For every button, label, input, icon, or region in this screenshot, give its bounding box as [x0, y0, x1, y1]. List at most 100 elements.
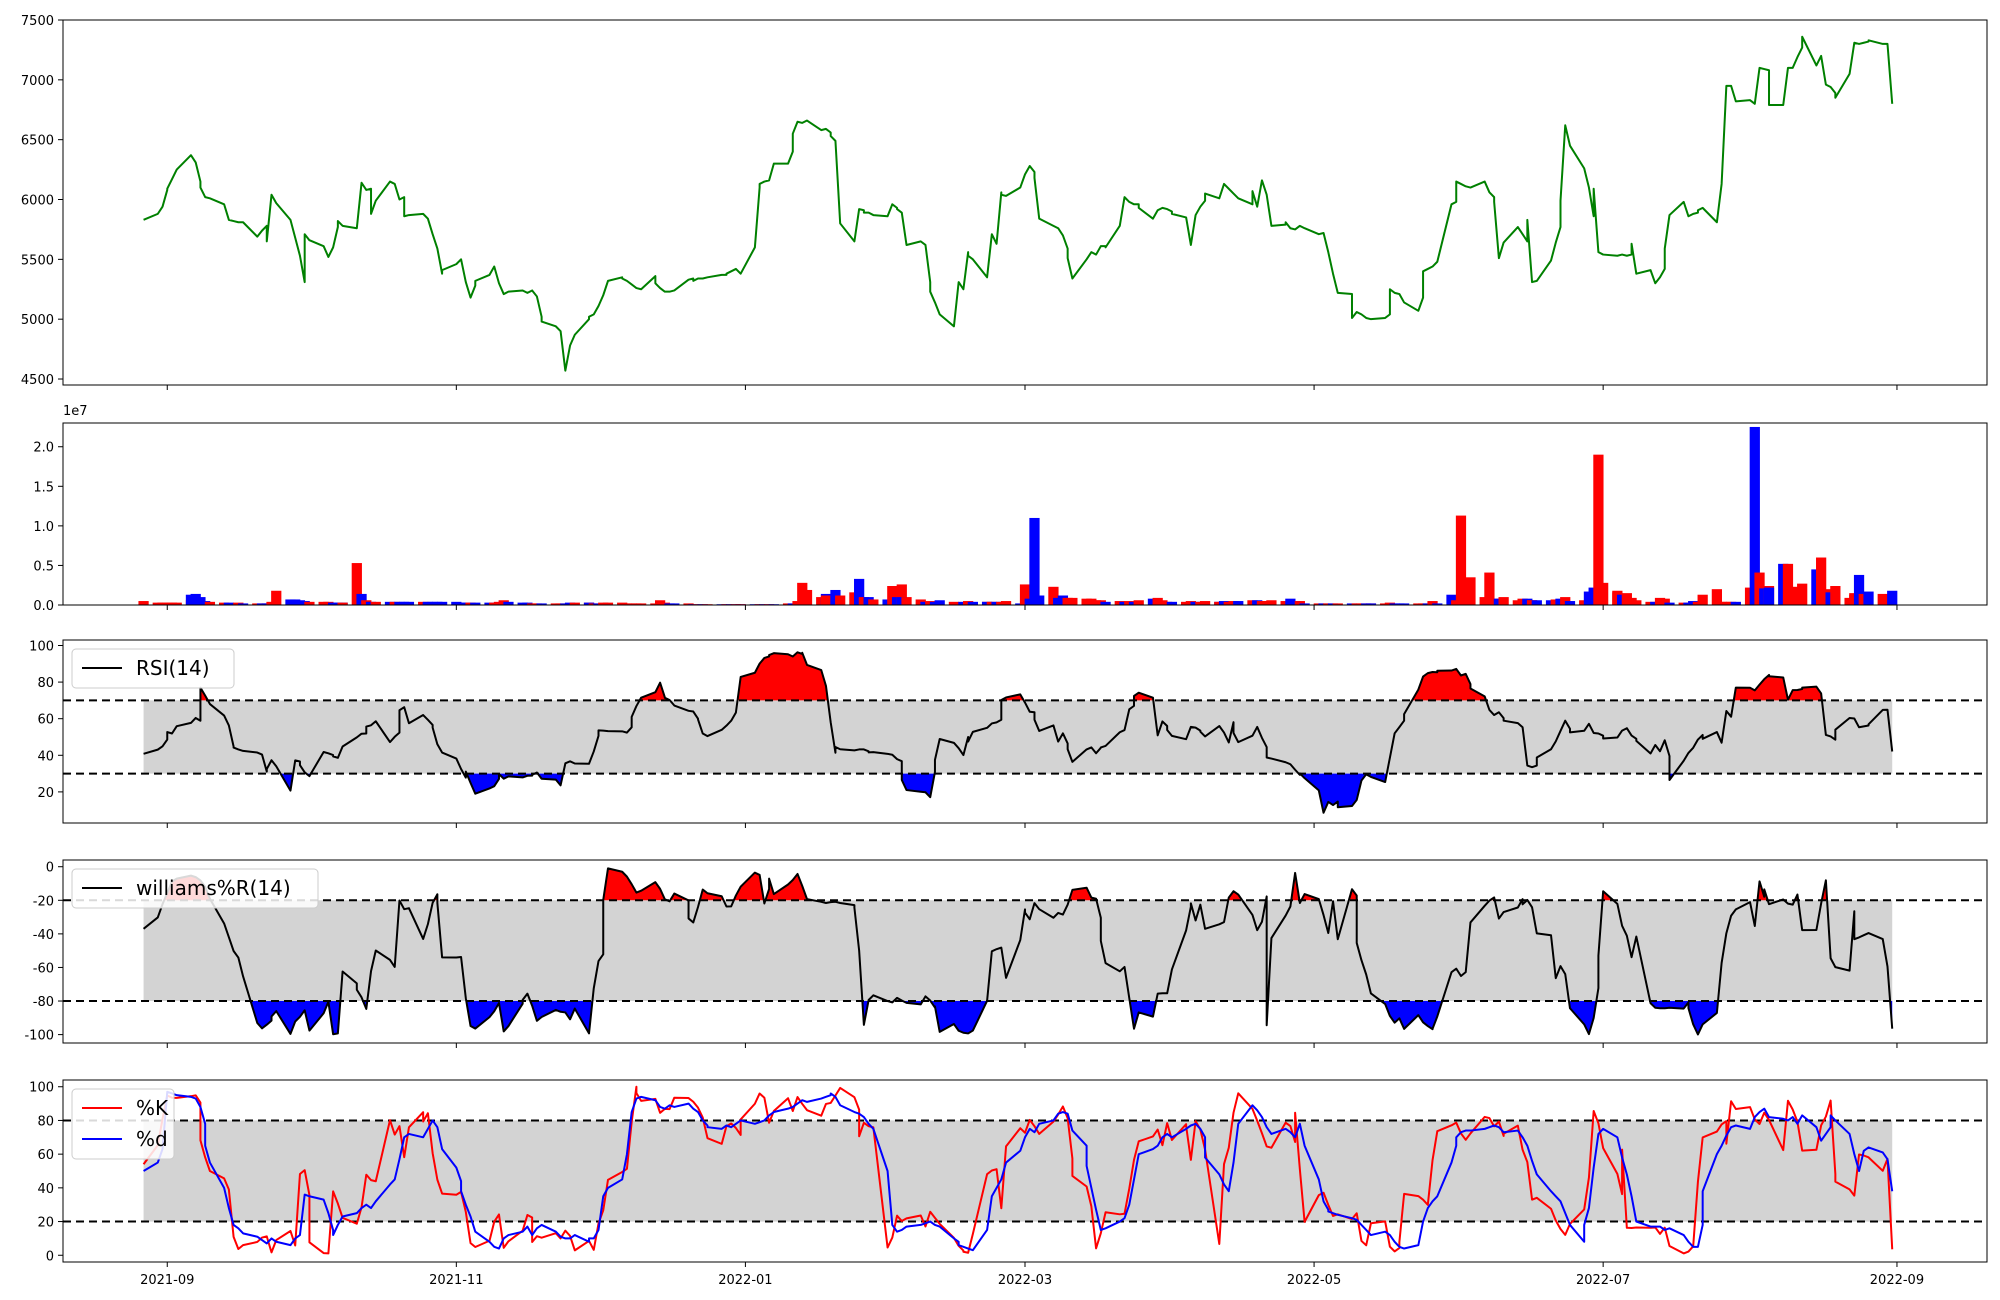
volume-bar — [1067, 597, 1078, 605]
rsi-ytick-label: 20 — [37, 786, 54, 801]
rsi-line — [143, 651, 1894, 814]
stochastic-ytick-label: 80 — [37, 1114, 54, 1129]
williams-line — [142, 867, 1894, 1036]
price-ytick-label: 7000 — [21, 74, 54, 89]
volume-bar — [356, 593, 367, 605]
volume-bar — [304, 601, 315, 605]
stochastic-line-k — [142, 1085, 1894, 1255]
volume-bar — [436, 601, 448, 605]
price-panel: 4500 5000 5500 6000 6500 7000 7500 — [21, 14, 1988, 388]
volume-bar — [1598, 582, 1609, 605]
volume-bar — [1863, 591, 1874, 605]
volume-bar — [370, 601, 381, 605]
williams-overbought-fill — [733, 872, 764, 901]
volume-bar — [351, 563, 362, 605]
rsi-overbought-fill — [1412, 668, 1487, 701]
stochastic-legend-box — [71, 1088, 175, 1160]
volume-bar — [1593, 454, 1604, 605]
volume-bar — [271, 590, 282, 605]
volume-bar — [1398, 603, 1410, 605]
volume-bar — [934, 600, 945, 605]
volume-bar — [1830, 586, 1841, 605]
williams-ytick-label: -40 — [33, 928, 54, 943]
volume-bar — [1782, 563, 1794, 605]
volume-bar — [171, 602, 182, 605]
volume-bar — [868, 599, 879, 605]
stochastic-legend-label: %K — [136, 1096, 169, 1120]
volume-bar — [1763, 587, 1775, 605]
stochastic-ytick-label: 40 — [37, 1182, 54, 1197]
volume-bar — [636, 603, 647, 605]
volume-bar — [602, 602, 614, 605]
volume-bar — [1266, 600, 1277, 605]
stochastic-panel: 0 20 40 60 80 100 %K %d — [29, 1079, 1988, 1264]
price-line — [143, 35, 1894, 372]
volume-bar — [337, 602, 348, 605]
volume-scale-label: 1e7 — [63, 404, 88, 419]
stochastic-ytick-label: 0 — [46, 1249, 54, 1264]
volume-bar — [1853, 574, 1865, 605]
volume-bar — [1048, 586, 1059, 605]
williams-legend-label: williams%R(14) — [136, 876, 291, 900]
x-tick-label: 2022-05 — [1287, 1273, 1341, 1288]
volume-bar — [1034, 595, 1045, 605]
volume-bar — [1465, 577, 1476, 605]
volume-panel-frame — [62, 422, 1988, 606]
volume-ytick-label: 1.5 — [33, 480, 54, 495]
williams-overbought-fill — [765, 873, 814, 901]
williams-oversold-fill — [1650, 1001, 1719, 1035]
williams-ytick-label: 0 — [46, 861, 54, 876]
stochastic-legend-label: %d — [136, 1127, 168, 1151]
volume-bar — [470, 602, 481, 605]
volume-ytick-label: 0.0 — [33, 599, 54, 614]
williams-legend-box — [71, 868, 319, 909]
volume-bar — [1233, 601, 1244, 605]
volume-bar — [204, 601, 216, 605]
volume-bar — [1711, 589, 1722, 605]
volume-bar — [536, 603, 547, 605]
volume-bar — [1166, 601, 1178, 605]
williams-overbought-fill — [603, 868, 668, 901]
volume-bar — [901, 597, 912, 605]
rsi-panel: 20 40 60 80 100 RSI(14) — [29, 639, 1988, 824]
williams-ytick-label: -80 — [33, 995, 54, 1010]
volume-bar — [854, 578, 865, 605]
stochastic-ytick-label: 20 — [37, 1216, 54, 1231]
rsi-overbought-fill — [737, 652, 828, 701]
rsi-legend-label: RSI(14) — [136, 656, 210, 680]
price-ytick-label: 7500 — [21, 14, 54, 29]
volume-ytick-label: 1.0 — [33, 520, 54, 535]
price-ytick-label: 5500 — [21, 253, 54, 268]
volume-bar — [1816, 557, 1827, 605]
williams-overbought-fill — [1301, 894, 1320, 901]
volume-bar — [1133, 600, 1144, 605]
volume-bar — [1664, 602, 1675, 605]
volume-bar — [1019, 584, 1031, 605]
volume-panel: 0.0 0.5 1.0 1.5 2.0 1e7 — [33, 404, 1988, 614]
price-ytick-label: 4500 — [21, 373, 54, 388]
williams-ytick-label: -20 — [33, 894, 54, 909]
williams-overbought-fill — [1348, 889, 1357, 901]
rsi-ytick-label: 60 — [37, 713, 54, 728]
volume-bar — [1531, 600, 1542, 605]
stochastic-line-d — [143, 1090, 1894, 1252]
volume-bar — [403, 601, 415, 605]
volume-bar — [1000, 601, 1012, 605]
rsi-oversold-fill — [466, 773, 535, 794]
volume-bar — [1484, 572, 1495, 605]
rsi-legend-box — [71, 648, 235, 689]
williams-oversold-fill — [1381, 1001, 1443, 1030]
volume-bar — [1730, 601, 1741, 605]
williams-ytick-label: -100 — [24, 1029, 54, 1044]
volume-ytick-label: 2.0 — [33, 441, 54, 456]
volume-bar — [835, 595, 846, 605]
stochastic-ytick-label: 100 — [29, 1081, 54, 1096]
x-tick-label: 2021-09 — [140, 1273, 194, 1288]
x-tick-label: 2022-07 — [1576, 1273, 1630, 1288]
volume-bar — [1498, 597, 1509, 605]
volume-bar — [1432, 603, 1443, 605]
volume-bar — [1659, 598, 1670, 605]
volume-bar — [1299, 603, 1310, 605]
price-ytick-label: 6000 — [21, 194, 54, 209]
